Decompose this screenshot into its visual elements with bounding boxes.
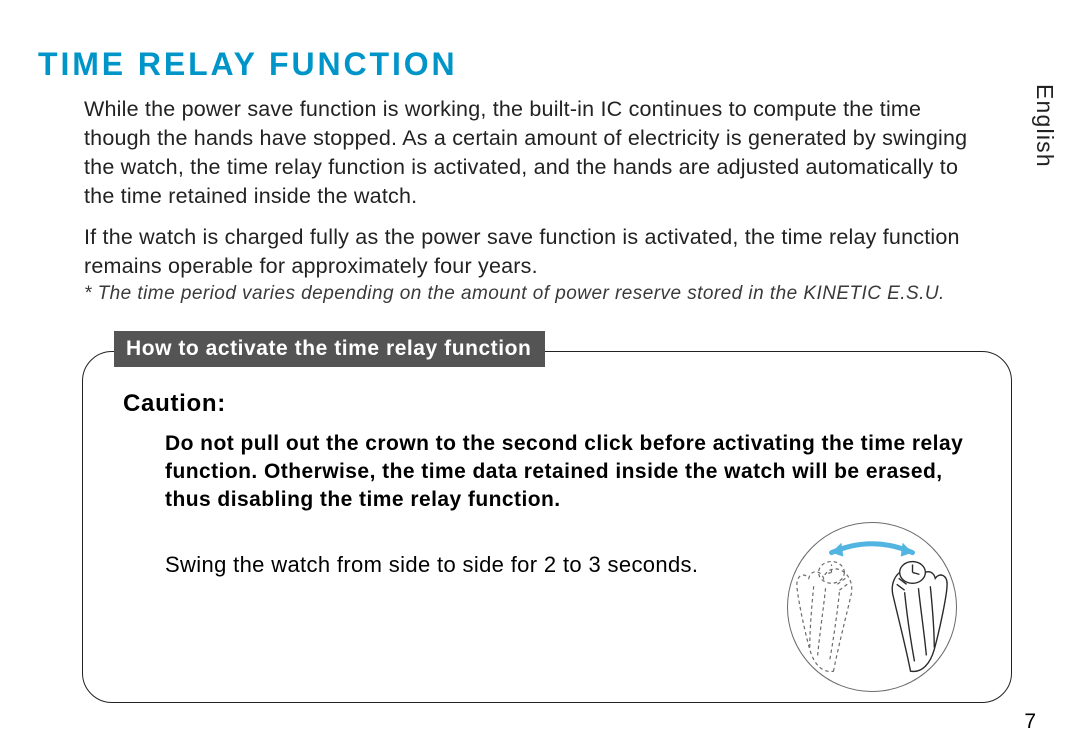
caution-heading: Caution: bbox=[123, 390, 981, 418]
hand-swing-icon bbox=[788, 522, 956, 692]
footnote: * The time period varies depending on th… bbox=[84, 283, 980, 305]
callout-box: Caution: Do not pull out the crown to th… bbox=[82, 351, 1012, 703]
box-label: How to activate the time relay function bbox=[114, 331, 545, 367]
paragraph-1: While the power save function is working… bbox=[84, 95, 980, 211]
page-number: 7 bbox=[1024, 710, 1036, 734]
swing-illustration bbox=[787, 522, 957, 692]
caution-body: Do not pull out the crown to the second … bbox=[165, 430, 971, 514]
paragraph-2: If the watch is charged fully as the pow… bbox=[84, 223, 980, 281]
callout-box-wrap: How to activate the time relay function … bbox=[82, 351, 1012, 703]
manual-page: English TIME RELAY FUNCTION While the po… bbox=[0, 0, 1080, 752]
language-tab: English bbox=[1031, 84, 1058, 168]
illustration-circle bbox=[787, 522, 957, 692]
page-title: TIME RELAY FUNCTION bbox=[38, 46, 1016, 83]
